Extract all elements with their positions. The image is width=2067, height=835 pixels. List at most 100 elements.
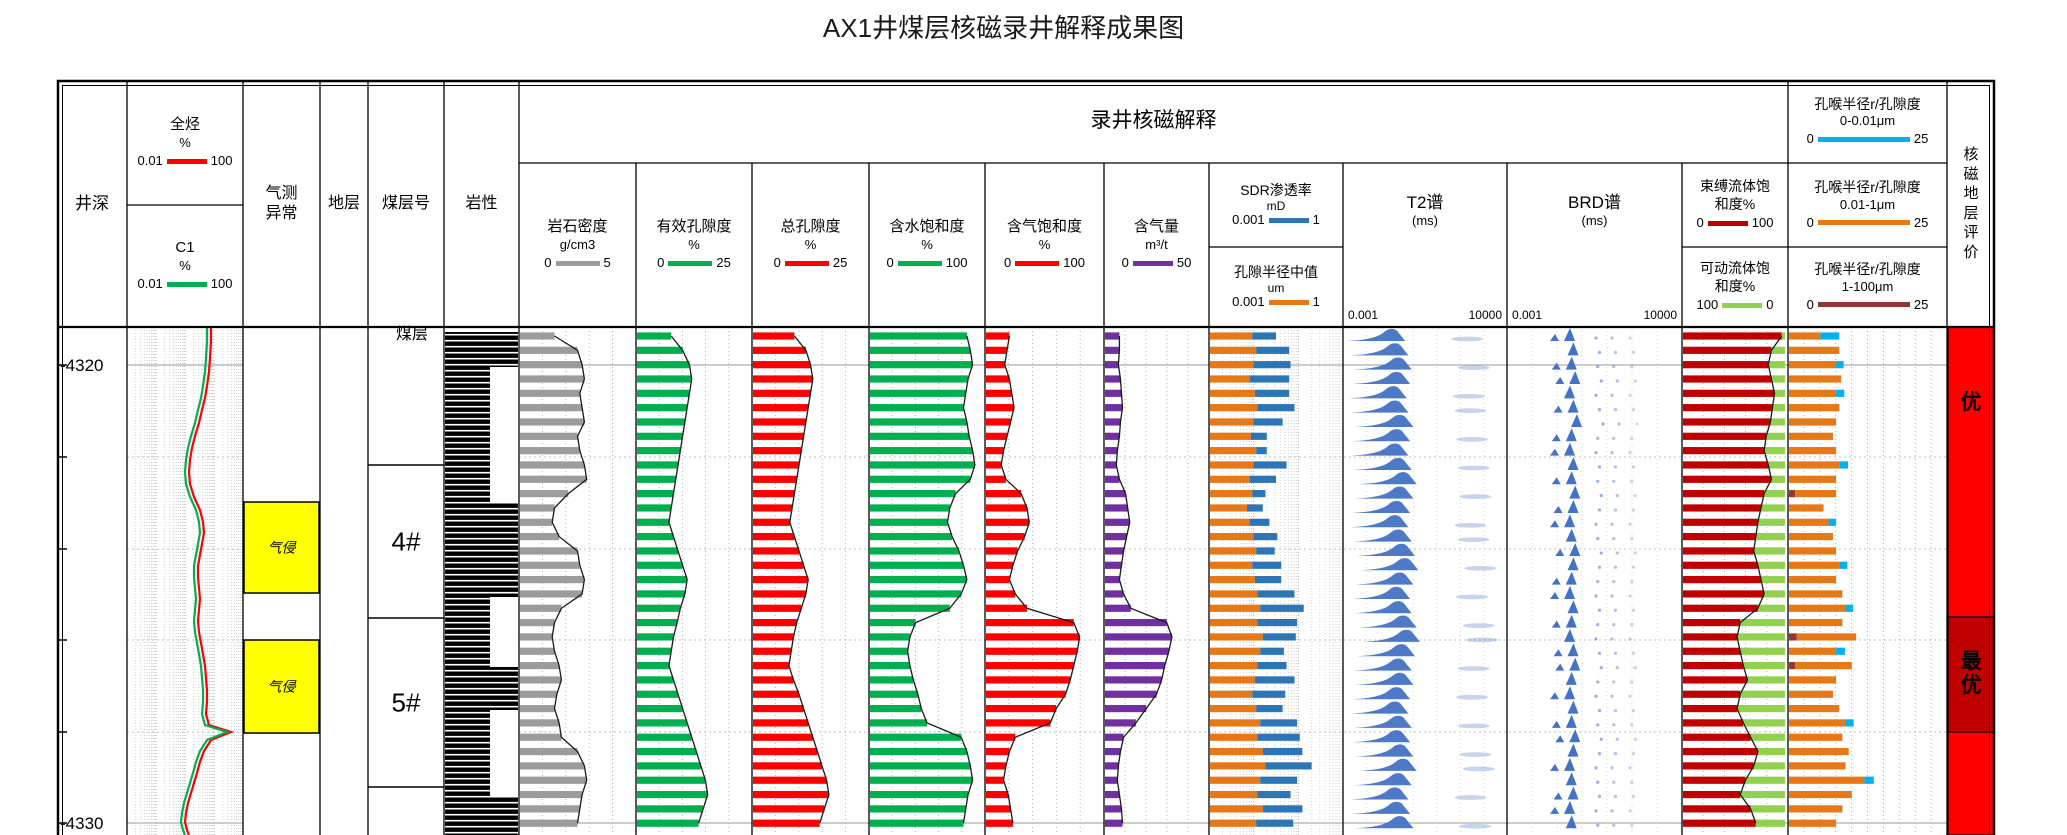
tot-porosity-min: 0	[773, 255, 781, 271]
pore-throat-1-label: 孔喉半径r/孔隙度	[1814, 95, 1921, 112]
pore-throat-3-range: 1-100μm	[1841, 278, 1894, 294]
sg-label: 含气饱和度	[1006, 218, 1082, 236]
gas-curves	[179, 327, 235, 835]
seam-number-label: 4#	[392, 527, 421, 557]
gas-anomaly-header: 气测异常	[244, 81, 319, 326]
seam-number-partial-label: 煤层	[396, 325, 428, 343]
c1-label: C1	[175, 239, 195, 257]
gas-content-header: 含气量 m³/t 0 50	[1105, 164, 1208, 326]
th-label: 全烃	[169, 115, 200, 133]
seam-number-cells: 煤层 4# 5#	[368, 325, 444, 788]
sg-unit: %	[1038, 237, 1051, 253]
bound-fluid-header: 束缚流体饱和度% 0 100	[1683, 164, 1787, 246]
movable-fluid-max: 0	[1766, 297, 1774, 313]
tot-porosity-label: 总孔隙度	[780, 218, 841, 236]
tot-porosity-scale-bar	[784, 261, 829, 266]
c1-min: 0.01	[137, 276, 163, 292]
t2-header: T2谱 (ms) 0.001 10000	[1344, 164, 1506, 326]
stratum-header: 地层	[327, 194, 360, 212]
seam-number-label: 5#	[392, 688, 421, 718]
eff-porosity-header: 有效孔隙度 % 0 25	[637, 164, 751, 326]
sw-header: 含水饱和度 % 0 100	[870, 164, 984, 326]
th-unit: %	[179, 134, 191, 150]
c1-scale: 0.01 100	[137, 276, 232, 292]
sdr-perm-max: 1	[1312, 212, 1320, 228]
pore-throat-1-max: 25	[1913, 131, 1929, 147]
gas-invasion-label: 气侵	[268, 540, 298, 556]
nmr-group-title: 录井核磁解释	[1090, 109, 1217, 133]
track-sdr-stacked-bars	[1210, 332, 1312, 827]
sg-max: 100	[1063, 255, 1085, 271]
gas-content-label: 含气量	[1133, 218, 1179, 236]
c1-curve	[179, 327, 231, 835]
movable-fluid-header: 可动流体饱和度% 100 0	[1683, 248, 1787, 326]
total-hydrocarbon-header: 全烃 % 0.01 100	[128, 81, 242, 204]
pore-throat-1-header: 孔喉半径r/孔隙度 0-0.01μm 0 25	[1789, 81, 1946, 162]
pore-throat-3-scale-bar	[1817, 302, 1910, 308]
movable-fluid-label: 可动流体饱和度%	[1699, 260, 1770, 294]
gas-content-unit: m³/t	[1145, 237, 1168, 253]
t2-max: 10000	[1468, 308, 1502, 322]
t2-label: T2谱	[1406, 193, 1444, 212]
track-t2-spectra	[1347, 328, 1498, 829]
sw-min: 0	[886, 255, 894, 271]
gas-content-scale-bar	[1132, 261, 1173, 266]
nmr-eval-label: 核磁地层评价	[1963, 146, 1979, 261]
t2-unit: (ms)	[1412, 213, 1438, 229]
tot-porosity-unit: %	[804, 237, 817, 253]
sw-scale-bar	[897, 261, 942, 266]
track-pore-throat-bars	[1789, 332, 1874, 827]
eff-porosity-unit: %	[688, 237, 700, 253]
gas-invasion-label: 气侵	[268, 679, 298, 695]
pore-radius-scale-bar	[1268, 299, 1309, 305]
track-density-bars	[520, 332, 588, 827]
track-gas-content-bars	[1105, 332, 1173, 827]
pore-throat-2-scale-bar	[1817, 220, 1910, 226]
track-sg-bars	[986, 332, 1081, 827]
tot-porosity-max: 25	[832, 255, 848, 271]
th-scale: 0.01 100	[137, 153, 232, 169]
sw-label: 含水饱和度	[889, 218, 965, 236]
density-header: 岩石密度 g/cm3 0 5	[520, 164, 635, 326]
bound-fluid-scale-bar	[1707, 221, 1748, 226]
brd-header: BRD谱 (ms) 0.001 10000	[1508, 164, 1681, 326]
pore-radius-unit: um	[1267, 281, 1285, 296]
sdr-perm-header: SDR渗透率 mD 0.001 1	[1210, 164, 1342, 246]
th-min: 0.01	[137, 152, 163, 168]
sdr-perm-min: 0.001	[1232, 212, 1265, 228]
pore-radius-header: 孔隙半径中值 um 0.001 1	[1210, 248, 1342, 326]
sdr-perm-scale-bar	[1268, 217, 1309, 223]
density-min: 0	[544, 255, 552, 271]
gas-content-min: 0	[1121, 255, 1129, 271]
pore-throat-1-scale-bar	[1817, 136, 1910, 142]
brd-label: BRD谱	[1568, 193, 1621, 212]
eval-grade-label: 最	[1961, 650, 1983, 673]
eff-porosity-min: 0	[657, 255, 665, 271]
pore-radius-min: 0.001	[1232, 294, 1265, 310]
track-eff-porosity-bars	[637, 332, 709, 827]
gas-anomaly-label: 气测异常	[265, 184, 298, 222]
movable-fluid-min: 100	[1696, 297, 1719, 313]
th-max: 100	[210, 152, 233, 168]
bound-fluid-min: 0	[1696, 215, 1704, 231]
density-scale-bar	[555, 261, 600, 266]
page-title: AX1井煤层核磁录井解释成果图	[822, 13, 1185, 43]
c1-header: C1 % 0.01 100	[128, 206, 242, 326]
pore-throat-2-min: 0	[1806, 214, 1814, 230]
pore-throat-2-range: 0.01-1μm	[1839, 196, 1896, 212]
sg-header: 含气饱和度 % 0 100	[986, 164, 1103, 326]
eff-porosity-max: 25	[716, 255, 731, 271]
eval-grade-label: 优	[1961, 673, 1982, 697]
sw-max: 100	[945, 255, 968, 271]
bound-fluid-max: 100	[1751, 215, 1774, 231]
sw-unit: %	[921, 237, 933, 253]
depth-tick-label: -4320	[60, 356, 103, 375]
table-borders	[56, 79, 1996, 835]
density-label: 岩石密度	[547, 218, 608, 236]
depth-tick-label: -4330	[60, 814, 103, 833]
brd-max: 10000	[1643, 308, 1677, 322]
depth-column-header: 井深	[75, 193, 109, 213]
nmr-eval-header: 核磁地层评价	[1948, 81, 1994, 326]
eval-grade-label: 优	[1961, 390, 1982, 414]
track-bound-movable-bars	[1683, 332, 1785, 827]
